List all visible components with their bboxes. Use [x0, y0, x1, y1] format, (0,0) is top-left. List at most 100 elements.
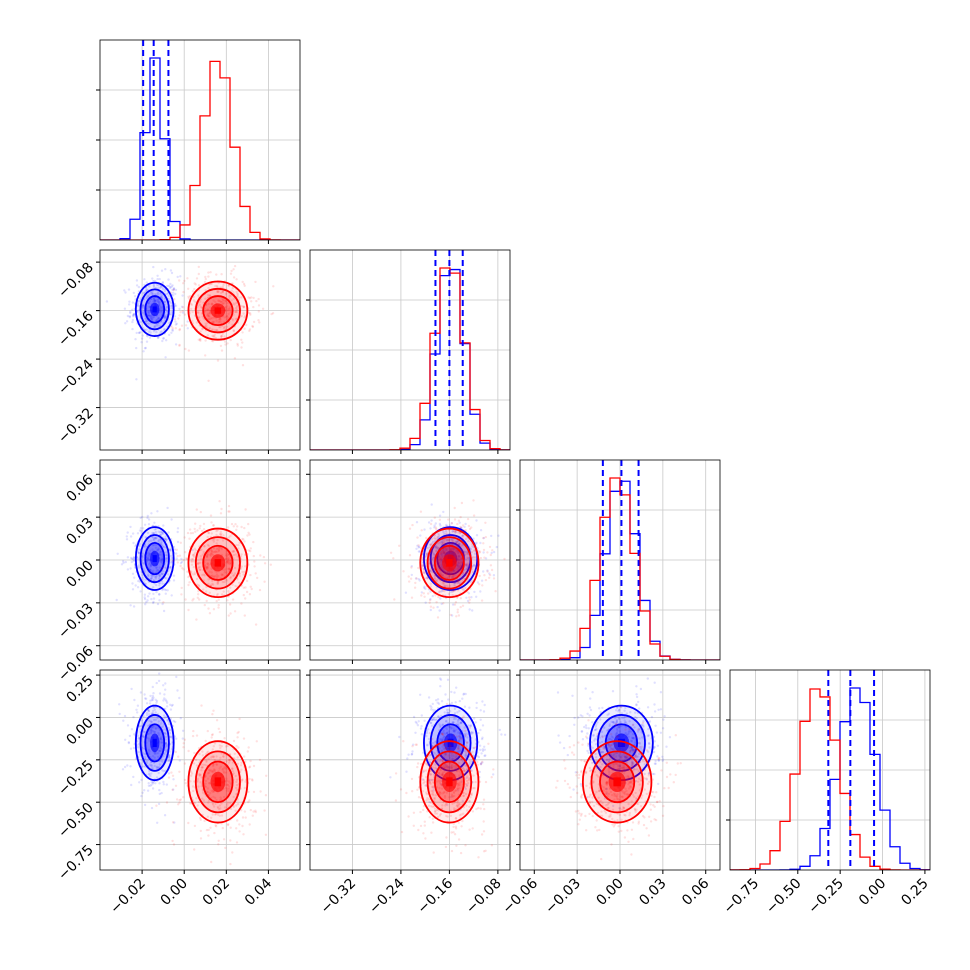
scatter-point — [157, 733, 161, 736]
scatter-point — [427, 804, 431, 807]
scatter-point — [472, 514, 476, 517]
scatter-point — [216, 359, 220, 362]
scatter-point — [151, 531, 154, 535]
scatter-point — [224, 343, 227, 346]
scatter-point — [204, 782, 207, 785]
scatter-point — [172, 287, 176, 290]
scatter-point — [221, 768, 224, 771]
scatter-point — [161, 602, 164, 606]
scatter-point — [446, 678, 450, 681]
scatter-point — [454, 767, 458, 770]
scatter-point — [437, 542, 440, 545]
scatter-point — [410, 566, 413, 569]
scatter-point — [420, 591, 423, 594]
contour-line — [194, 287, 241, 334]
scatter-point — [459, 736, 462, 739]
scatter-point — [185, 557, 188, 560]
scatter-point — [439, 769, 442, 772]
scatter-point — [150, 783, 153, 786]
scatter-point — [473, 556, 477, 559]
scatter-point — [427, 696, 431, 699]
scatter-point — [434, 577, 437, 580]
scatter-point — [456, 589, 460, 592]
scatter-point — [430, 778, 433, 782]
scatter-point — [449, 613, 452, 617]
scatter-point — [144, 755, 147, 759]
scatter-point — [150, 297, 153, 301]
scatter-point — [149, 728, 153, 732]
scatter-point — [146, 556, 149, 559]
scatter-point — [155, 324, 158, 327]
scatter-point — [206, 535, 209, 539]
scatter-point — [431, 793, 434, 796]
scatter-point — [635, 756, 638, 759]
scatter-point — [262, 555, 266, 559]
y-tick-label: 0.06 — [63, 472, 96, 505]
scatter-point — [157, 317, 160, 320]
scatter-point — [439, 758, 443, 761]
scatter-point — [435, 808, 439, 812]
scatter-point — [462, 529, 465, 532]
scatter-point — [425, 791, 428, 794]
scatter-point — [226, 562, 229, 565]
scatter-point — [213, 831, 216, 835]
scatter-point — [133, 312, 136, 316]
scatter-point — [139, 516, 142, 520]
scatter-point — [169, 285, 172, 289]
scatter-point — [133, 295, 137, 298]
scatter-point — [142, 304, 146, 307]
scatter-point — [425, 775, 428, 779]
scatter-point — [137, 551, 141, 555]
scatter-point — [439, 738, 443, 741]
scatter-point — [437, 595, 440, 599]
scatter-point — [455, 549, 458, 552]
scatter-point — [480, 833, 484, 836]
scatter-point — [438, 522, 442, 526]
scatter-point — [423, 820, 426, 823]
scatter-point — [442, 743, 445, 747]
scatter-point — [203, 574, 206, 577]
scatter-point — [437, 559, 440, 562]
scatter-point — [417, 796, 421, 799]
scatter-point — [206, 543, 210, 547]
scatter-point — [240, 314, 243, 318]
scatter-point — [199, 773, 202, 777]
scatter-point — [207, 308, 210, 312]
scatter-point — [425, 536, 428, 540]
scatter-point — [434, 537, 437, 541]
scatter-point — [157, 731, 160, 735]
scatter-point — [235, 310, 238, 314]
scatter-point — [147, 553, 150, 557]
scatter-point — [163, 328, 166, 332]
scatter-point — [264, 794, 268, 797]
scatter-point — [464, 764, 467, 767]
scatter-point — [145, 702, 149, 705]
scatter-point — [429, 522, 433, 526]
scatter-point — [204, 275, 207, 279]
scatter-point — [474, 780, 477, 784]
scatter-point — [483, 807, 486, 811]
scatter-point — [152, 543, 156, 547]
scatter-point — [160, 540, 163, 544]
scatter-point — [471, 827, 474, 830]
scatter-point — [457, 747, 460, 751]
scatter-point — [159, 558, 163, 562]
scatter-point — [175, 552, 178, 555]
scatter-point — [448, 548, 452, 551]
scatter-point — [164, 592, 167, 595]
scatter-point — [155, 318, 159, 322]
scatter-point — [455, 765, 458, 768]
scatter-point — [421, 565, 424, 568]
scatter-point — [168, 732, 172, 735]
scatter-point — [145, 711, 149, 715]
scatter-point — [151, 696, 154, 700]
scatter-point — [445, 539, 449, 542]
scatter-point — [657, 759, 661, 762]
scatter-point — [145, 281, 148, 284]
scatter-point — [175, 322, 178, 325]
scatter-point — [633, 768, 636, 771]
scatter-point — [163, 317, 167, 320]
scatter-point — [441, 543, 444, 546]
scatter-point — [187, 583, 190, 587]
scatter-point — [240, 768, 243, 771]
